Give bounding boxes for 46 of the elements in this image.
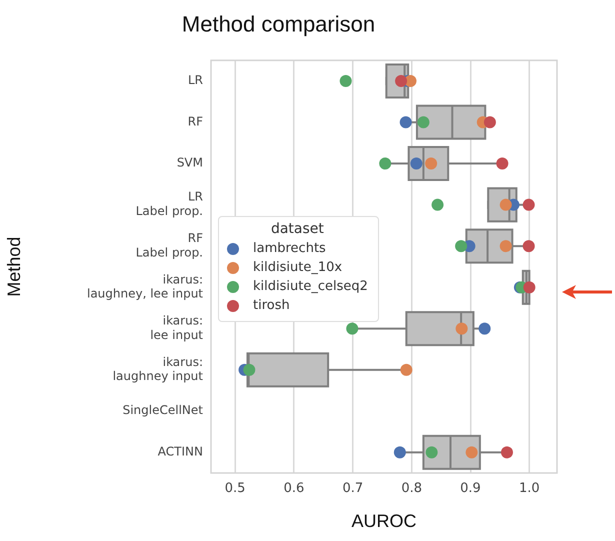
point (466, 446, 478, 458)
point (496, 158, 508, 170)
point (340, 75, 352, 88)
point (523, 281, 536, 294)
point (410, 158, 422, 170)
x-tick-label: 0.5 (224, 481, 246, 496)
x-tick-label: 1.0 (519, 481, 540, 496)
point (346, 322, 358, 335)
point (500, 446, 513, 458)
point (394, 446, 406, 458)
y-tick-label: RF (188, 114, 204, 128)
point (400, 364, 412, 376)
legend-label: lambrechts (253, 241, 326, 256)
y-tick-label: SingleCellNet (122, 403, 204, 418)
y-tick-label: LR Label prop. (136, 190, 203, 218)
y-tick-label: ikarus: laughney input (112, 354, 204, 384)
legend-title: dataset (270, 221, 325, 237)
point (522, 240, 535, 252)
x-tick-label: 0.7 (342, 481, 364, 496)
point (417, 116, 430, 128)
point (379, 158, 392, 170)
y-tick-label: SVM (176, 156, 203, 170)
legend-label: kildisiute_celseq2 (253, 279, 368, 294)
y-axis-title: Method (4, 236, 24, 297)
point (400, 116, 412, 128)
point (478, 322, 491, 335)
point (500, 240, 512, 252)
point (432, 198, 444, 211)
y-tick-label: RF Label prop. (136, 230, 204, 260)
x-tick-label: 0.6 (284, 481, 304, 496)
point (426, 446, 438, 458)
point (243, 364, 256, 376)
y-tick-label: LR (188, 73, 203, 88)
point (455, 240, 468, 252)
legend-label: kildisiute_10x (253, 260, 342, 275)
point (484, 116, 496, 128)
x-tick-label: 0.9 (460, 481, 481, 496)
point (456, 322, 468, 335)
point (522, 198, 535, 211)
y-tick-label: ikarus: lee input (150, 314, 204, 342)
y-tick-label: ikarus: laughney, lee input (86, 272, 204, 301)
y-tick-label: ACTINN (158, 444, 203, 458)
chart-title: Method comparison (182, 11, 376, 36)
x-axis-title: AUROC (351, 511, 417, 532)
x-tick-label: 0.8 (401, 481, 422, 496)
legend-label: tirosh (253, 298, 290, 313)
